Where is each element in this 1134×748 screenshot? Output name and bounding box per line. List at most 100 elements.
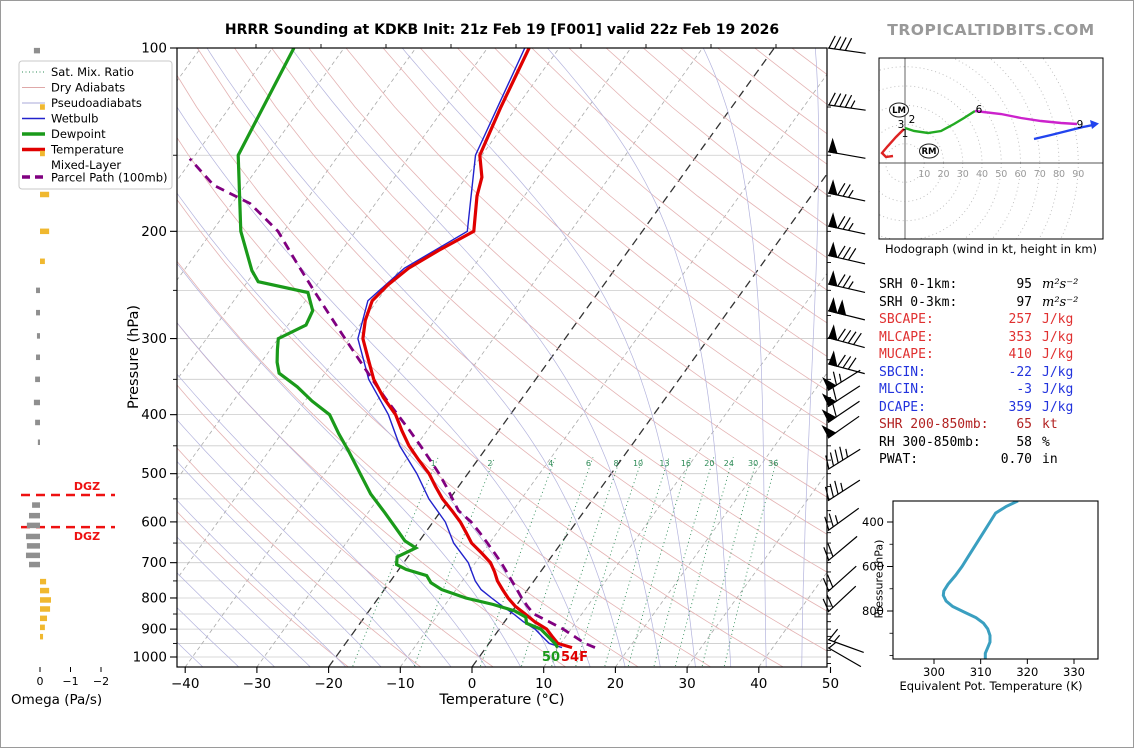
hodograph-panel: 10 20 30 40 50 60 70 80 90 LM RM 123 6 9 — [878, 57, 1104, 240]
svg-text:Wetbulb: Wetbulb — [51, 112, 98, 126]
svg-text:13: 13 — [659, 459, 669, 468]
svg-text:800: 800 — [141, 590, 167, 606]
svg-text:0: 0 — [468, 676, 477, 692]
index-row-sbcin: SBCIN: -22 J/kg — [879, 364, 1074, 380]
svg-text:9: 9 — [1077, 119, 1084, 131]
svg-text:8: 8 — [613, 459, 618, 468]
svg-text:−40: −40 — [171, 676, 200, 692]
skewt-legend: Sat. Mix. Ratio Dry AdiabatsPseudoadiabat… — [18, 60, 173, 190]
svg-text:0: 0 — [37, 675, 44, 688]
svg-text:4: 4 — [548, 459, 553, 468]
svg-text:LM: LM — [892, 106, 906, 116]
index-row-srh-0-3km: SRH 0-3km: 97 m²s⁻² — [879, 294, 1079, 310]
dewpoint-curve — [236, 48, 560, 649]
temperature-curve — [361, 48, 573, 650]
svg-text:60: 60 — [1014, 169, 1026, 180]
wind-barb — [827, 35, 866, 54]
index-row-dcape: DCAPE: 359 J/kg — [879, 399, 1074, 415]
svg-text:320: 320 — [1016, 665, 1038, 679]
svg-text:40: 40 — [750, 676, 767, 692]
svg-text:20: 20 — [937, 169, 949, 180]
svg-text:400: 400 — [141, 407, 167, 423]
omega-panel: DGZ DGZ 0 −1 −2 — [21, 47, 115, 688]
svg-text:70: 70 — [1034, 169, 1046, 180]
wind-barb — [821, 400, 860, 423]
svg-text:50: 50 — [822, 676, 839, 692]
svg-text:500: 500 — [141, 466, 167, 482]
svg-text:200: 200 — [141, 224, 167, 240]
svg-text:Mixed-Layer: Mixed-Layer — [51, 158, 121, 172]
svg-text:16: 16 — [681, 459, 691, 468]
svg-text:600: 600 — [862, 560, 884, 574]
wind-barb — [827, 628, 864, 654]
svg-text:Sat. Mix. Ratio: Sat. Mix. Ratio — [51, 65, 134, 79]
wind-barb — [822, 565, 857, 593]
svg-text:−2: −2 — [93, 675, 109, 688]
index-row-mlcape: MLCAPE: 353 J/kg — [879, 329, 1074, 345]
thetae-pressure-label: Pressure (hPa) — [872, 539, 886, 619]
svg-text:RM: RM — [921, 147, 936, 157]
wind-barb — [827, 212, 866, 235]
svg-text:DGZ: DGZ — [74, 530, 100, 543]
svg-text:Dry Adiabats: Dry Adiabats — [51, 81, 125, 95]
svg-text:20: 20 — [607, 676, 624, 692]
svg-text:400: 400 — [862, 515, 884, 529]
wind-barb — [827, 241, 866, 265]
svg-text:30: 30 — [957, 169, 969, 180]
surface-value-labels: 50 54F — [542, 650, 588, 665]
wind-barb — [824, 507, 860, 532]
svg-text:Temperature: Temperature — [50, 143, 124, 157]
svg-text:330: 330 — [1063, 665, 1085, 679]
svg-text:24: 24 — [724, 459, 734, 468]
index-row-shr-200-850mb: SHR 200-850mb: 65 kt — [879, 417, 1058, 432]
wind-barb — [827, 92, 866, 111]
svg-text:300: 300 — [923, 665, 945, 679]
wind-barb — [823, 535, 858, 562]
svg-text:50: 50 — [542, 650, 560, 665]
svg-text:1: 1 — [902, 128, 909, 140]
svg-text:40: 40 — [976, 169, 988, 180]
wind-barb — [827, 324, 865, 349]
svg-text:DGZ: DGZ — [74, 480, 100, 493]
index-row-rh-300-850mb: RH 300-850mb: 58% — [879, 434, 1050, 450]
wind-barb — [824, 479, 861, 502]
svg-text:600: 600 — [141, 514, 167, 530]
svg-text:50: 50 — [995, 169, 1007, 180]
svg-text:−30: −30 — [243, 676, 272, 692]
index-row-srh-0-1km: SRH 0-1km: 95 m²s⁻² — [879, 277, 1079, 292]
svg-text:900: 900 — [141, 622, 167, 638]
wind-barb — [821, 415, 860, 439]
wind-barb — [827, 350, 865, 375]
svg-text:310: 310 — [970, 665, 992, 679]
svg-text:−20: −20 — [314, 676, 343, 692]
wind-barb — [827, 270, 866, 294]
thetae-axis-label: Equivalent Pot. Temperature (K) — [899, 679, 1083, 693]
svg-text:6: 6 — [976, 104, 983, 116]
wetbulb-curve — [357, 48, 563, 649]
svg-text:300: 300 — [141, 331, 167, 347]
wind-barb — [827, 137, 866, 159]
pressure-axis-label: Pressure (hPa) — [126, 304, 142, 410]
index-row-sbcape: SBCAPE: 257 J/kg — [879, 312, 1074, 327]
svg-text:Dewpoint: Dewpoint — [51, 127, 106, 141]
svg-text:20: 20 — [704, 459, 714, 468]
svg-text:1: 1 — [431, 459, 436, 468]
theta-e-panel: 400 600 800 300 310 320 330 — [862, 500, 1099, 679]
sounding-curves — [188, 48, 596, 650]
svg-text:2: 2 — [487, 459, 492, 468]
svg-text:Pseudoadiabats: Pseudoadiabats — [51, 96, 142, 110]
wind-barb — [822, 369, 861, 391]
hodograph-caption: Hodograph (wind in kt, height in km) — [884, 242, 1098, 256]
brand-watermark: TROPICALTIDBITS.COM — [887, 21, 1095, 39]
wind-barb — [827, 297, 866, 321]
index-row-mucape: MUCAPE: 410 J/kg — [879, 347, 1074, 362]
wind-barb — [822, 585, 857, 613]
svg-text:−1: −1 — [62, 675, 78, 688]
svg-text:800: 800 — [862, 604, 884, 618]
wind-barb — [827, 179, 866, 202]
svg-text:2: 2 — [909, 114, 916, 126]
parcel-path-curve — [188, 157, 596, 649]
skewt-background: 1 2 4 6 8 10 13 16 20 24 30 36 — [177, 48, 827, 667]
